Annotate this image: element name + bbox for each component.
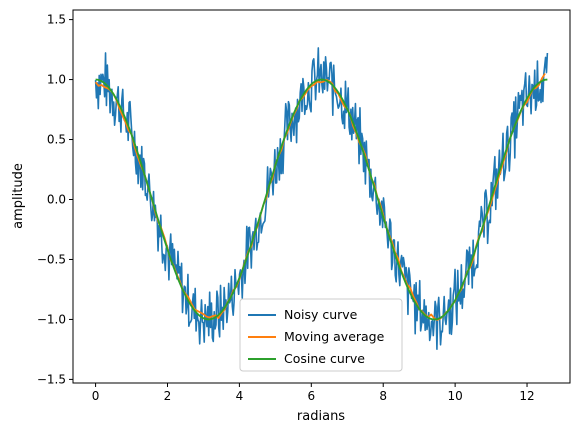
x-axis-label: radians (297, 409, 345, 424)
series-cosine-curve (95, 78, 548, 321)
legend-label: Cosine curve (284, 351, 365, 366)
x-tick-label: 12 (519, 389, 534, 403)
x-tick-label: 2 (164, 389, 172, 403)
plot-frame (72, 9, 571, 384)
x-tick-label: 10 (447, 389, 462, 403)
y-tick-label: −1.0 (37, 312, 66, 326)
x-tick-label: 0 (92, 389, 100, 403)
legend-label: Noisy curve (284, 307, 358, 322)
legend-box (239, 298, 403, 372)
x-tick-label: 6 (307, 389, 315, 403)
y-tick-label: −0.5 (37, 252, 66, 266)
y-axis-label: amplitude (11, 163, 26, 229)
x-tick-label: 4 (236, 389, 244, 403)
legend: Noisy curve Moving average Cosine curve (239, 298, 403, 372)
y-tick-label: −1.5 (37, 372, 66, 386)
y-tick-label: 1.5 (47, 13, 66, 27)
series-layer (94, 47, 549, 350)
y-tick-label: 0.0 (47, 192, 66, 206)
y-axis-ticks: −1.5 −1.0 −0.5 0.0 0.5 1.0 1.5 (37, 13, 73, 386)
x-tick-label: 8 (379, 389, 387, 403)
y-tick-label: 0.5 (47, 133, 66, 147)
series-noisy-curve (94, 47, 549, 350)
legend-label: Moving average (284, 329, 385, 344)
x-axis-ticks: 0 2 4 6 8 10 12 (92, 383, 535, 403)
y-tick-label: 1.0 (47, 73, 66, 87)
